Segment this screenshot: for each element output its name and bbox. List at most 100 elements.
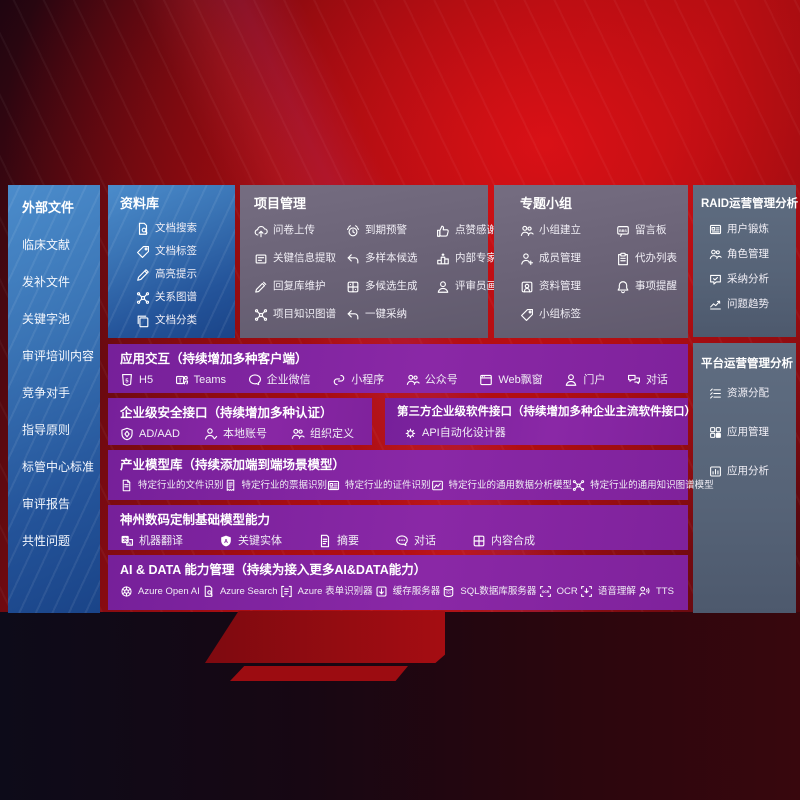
feature-item[interactable]: 问题趋势 xyxy=(709,298,792,311)
feature-label: 文档标签 xyxy=(155,245,197,258)
feature-item[interactable]: 对话 xyxy=(395,534,436,548)
feature-label: 文档分类 xyxy=(155,314,197,327)
feature-item[interactable]: 多样本候选 xyxy=(346,252,436,266)
feature-item[interactable]: 关系图谱 xyxy=(136,291,235,305)
feature-item[interactable]: Web飘窗 xyxy=(479,373,543,387)
feature-item[interactable]: 特定行业的证件识别 xyxy=(327,479,431,492)
feature-item[interactable]: 竞争对手 xyxy=(22,385,71,400)
feature-item[interactable]: 摘要 xyxy=(318,534,359,548)
feature-item[interactable]: 企业微信 xyxy=(248,373,311,387)
feature-item[interactable]: 本地账号 xyxy=(204,427,267,441)
feature-item[interactable]: 高亮提示 xyxy=(136,268,235,282)
feature-item[interactable]: 文档标签 xyxy=(136,245,235,259)
feature-item[interactable]: 应用管理 xyxy=(709,426,792,439)
feature-item[interactable]: 角色管理 xyxy=(709,248,792,261)
feature-item[interactable]: 项目知识图谱 xyxy=(254,308,346,322)
feature-item[interactable]: AD/AAD xyxy=(120,427,180,441)
feature-label: 关键信息提取 xyxy=(273,252,336,265)
feature-item[interactable]: 内容合成 xyxy=(472,534,535,548)
feature-item[interactable]: 资料管理 xyxy=(520,280,616,294)
feature-item[interactable]: 特定行业的票据识别 xyxy=(224,479,327,492)
feature-item[interactable]: 到期预警 xyxy=(346,224,436,238)
feature-item[interactable]: 特定行业的通用知识图谱模型 xyxy=(572,479,714,492)
feature-item[interactable]: 特定行业的通用数据分析模型 xyxy=(431,479,573,492)
panel-raid-analysis: RAID运营管理分析 用户锻炼 角色管理 采纳分析 问题趋势 xyxy=(693,185,798,337)
feature-item[interactable]: 代办列表 xyxy=(616,252,678,266)
feature-item[interactable]: SQL SQL数据库服务器 xyxy=(442,585,536,598)
feature-item[interactable]: 关键字池 xyxy=(22,311,71,326)
row-app-interaction: 应用交互（持续增加多种客户端） 5 H5 T Teams 企业微信 小程序 公众号 Web飘窗… xyxy=(108,344,688,393)
feature-item[interactable]: Azure 表单识别器 xyxy=(280,585,373,598)
feature-item[interactable]: 门户 xyxy=(564,373,605,387)
feature-item[interactable]: 采纳分析 xyxy=(709,273,792,286)
interaction-list: 5 H5 T Teams 企业微信 小程序 公众号 Web飘窗 门户 对话 xyxy=(120,373,676,387)
feature-item[interactable]: 资源分配 xyxy=(709,387,792,400)
thumbs-up-icon xyxy=(436,224,450,238)
knowledge-graph-icon xyxy=(254,308,268,322)
feature-item[interactable]: Azure Open AI xyxy=(120,585,200,598)
feature-item[interactable]: 内部专家排名 xyxy=(436,252,518,266)
feature-item[interactable]: 小组标签 xyxy=(520,308,616,322)
feature-item[interactable]: 小组建立 xyxy=(520,224,616,238)
feature-label: H5 xyxy=(139,374,154,387)
feature-label: TTS xyxy=(655,585,674,597)
panel-topic-groups: 专题小组 小组建立 BBS 留言板 成员管理 代办列表 资料管理 事项提醒 小组标签 xyxy=(494,185,688,338)
feature-item[interactable]: 成员管理 xyxy=(520,252,616,266)
api-gear-icon xyxy=(403,426,417,440)
apps-icon xyxy=(709,426,722,439)
feature-label: 组织定义 xyxy=(309,428,354,441)
project-grid: 问卷上传 到期预警 点赞感谢关键信息提取 多样本候选 内部专家排名回复库维护 多候选生成 评… xyxy=(254,224,518,322)
feature-item[interactable]: 缓存服务器 xyxy=(375,585,440,598)
feature-item[interactable]: BBS 留言板 xyxy=(616,224,678,238)
feature-item[interactable]: 标管中心标准 xyxy=(22,459,95,474)
data-model-icon xyxy=(431,479,444,492)
feature-item[interactable]: 审评报告 xyxy=(22,496,71,511)
feature-item[interactable]: 文 A 机器翻译 xyxy=(120,534,183,548)
receipt-icon xyxy=(224,479,237,492)
feature-item[interactable]: API自动化设计器 xyxy=(403,426,506,440)
feature-item[interactable]: 问卷上传 xyxy=(254,224,346,238)
feature-item[interactable]: Azure Search xyxy=(202,585,278,598)
feature-item[interactable]: 5 H5 xyxy=(120,373,153,387)
feature-item[interactable]: 发补文件 xyxy=(22,274,71,289)
feature-item[interactable]: 用户锻炼 xyxy=(709,223,792,236)
feature-item[interactable]: 临床文献 xyxy=(22,237,71,252)
feature-label: 摘要 xyxy=(337,535,359,548)
feature-item[interactable]: TTS xyxy=(638,585,674,598)
feature-item[interactable]: OCR OCR xyxy=(539,585,578,598)
feature-label: 文档搜索 xyxy=(155,222,197,235)
feature-label: 特定行业的通用数据分析模型 xyxy=(448,479,573,491)
feature-item[interactable]: 对话 xyxy=(627,373,668,387)
feature-item[interactable]: 文档分类 xyxy=(136,314,235,328)
background-red-bar xyxy=(230,666,408,681)
feature-label: 应用分析 xyxy=(727,464,769,477)
feature-item[interactable]: 指导原则 xyxy=(22,422,71,437)
feature-item[interactable]: 审评培训内容 xyxy=(22,348,95,363)
feature-item[interactable]: 点赞感谢 xyxy=(436,224,518,238)
feature-item[interactable]: 公众号 xyxy=(406,373,458,387)
feature-item[interactable]: 一键采纳 xyxy=(346,308,436,322)
basemodel-list: 文 A 机器翻译 A 关键实体 摘要 对话 内容合成 xyxy=(120,534,676,548)
panel-title: 资料库 xyxy=(120,196,160,211)
feature-item[interactable]: T Teams xyxy=(175,373,226,387)
feature-item[interactable]: 特定行业的文件识别 xyxy=(120,479,224,492)
feature-item[interactable]: 回复库维护 xyxy=(254,280,346,294)
row-base-models: 神州数码定制基础模型能力 文 A 机器翻译 A 关键实体 摘要 对话 内容合成 xyxy=(108,505,688,550)
feature-item[interactable]: 组织定义 xyxy=(291,427,354,441)
feature-item[interactable]: A 关键实体 xyxy=(219,534,282,548)
feature-item[interactable]: 共性问题 xyxy=(22,533,71,548)
row-ai-data: AI & DATA 能力管理（持续为接入更多AI&DATA能力） Azure O… xyxy=(108,555,688,610)
feature-item[interactable]: 小程序 xyxy=(332,373,384,387)
feature-item[interactable]: 事项提醒 xyxy=(616,280,678,294)
feature-item[interactable]: 语音理解 xyxy=(580,585,636,598)
feature-item[interactable]: 文档搜索 xyxy=(136,222,235,236)
openai-icon xyxy=(120,585,133,598)
team-icon xyxy=(520,224,534,238)
groups-grid: 小组建立 BBS 留言板 成员管理 代办列表 资料管理 事项提醒 小组标签 xyxy=(520,224,678,322)
feature-item[interactable]: 应用分析 xyxy=(709,465,792,478)
feature-item[interactable]: 多候选生成 xyxy=(346,280,436,294)
aidata-list: Azure Open AI Azure Search Azure 表单识别器 缓存服务… xyxy=(120,585,676,598)
feature-item[interactable]: 关键信息提取 xyxy=(254,252,346,266)
feature-item[interactable]: 评审员画像 xyxy=(436,280,518,294)
local-account-icon xyxy=(204,427,218,441)
